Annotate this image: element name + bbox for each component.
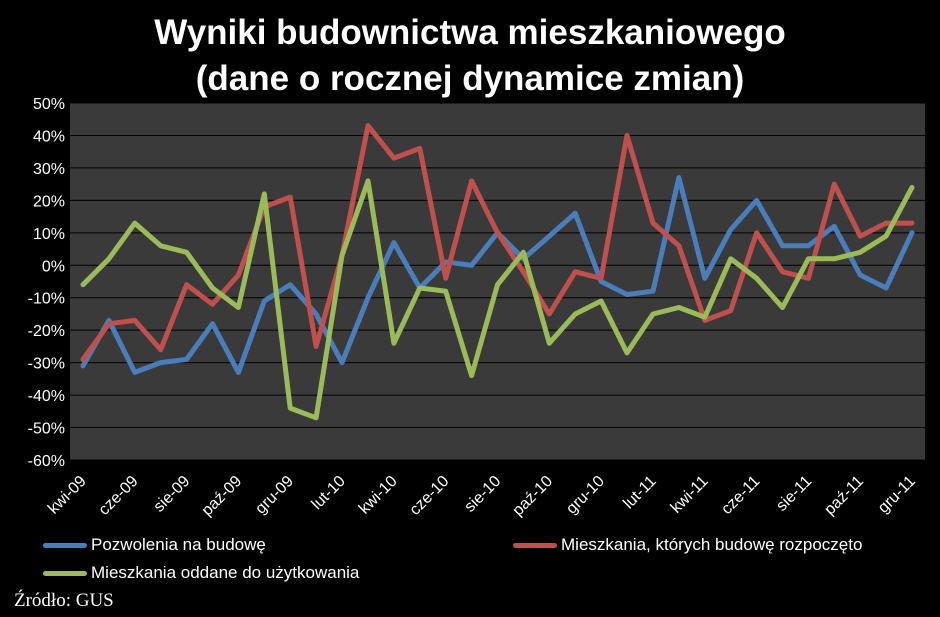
- legend-item-rozpoczete: Mieszkania, których budowę rozpoczęto: [513, 535, 862, 555]
- y-tick-label: 50%: [33, 96, 65, 113]
- x-tick-label: gru-11: [875, 473, 919, 517]
- chart-title-line-2: (dane o rocznej dynamice zmian): [195, 59, 745, 98]
- y-tick-label: -60%: [28, 453, 65, 470]
- y-tick-label: 30%: [33, 161, 65, 178]
- legend-swatch-green: [43, 570, 87, 576]
- x-tick-label: sie-11: [773, 473, 815, 515]
- y-tick-label: -30%: [28, 356, 65, 373]
- legend-swatch-blue: [43, 542, 87, 548]
- source-note: Źródło: GUS: [14, 590, 114, 611]
- legend-swatch-red: [513, 542, 557, 548]
- y-tick-label: 40%: [33, 128, 65, 145]
- x-tick-label: gru-09: [252, 473, 297, 518]
- series-lines: [80, 123, 915, 421]
- y-tick-label: 20%: [33, 193, 65, 210]
- legend-label: Pozwolenia na budowę: [91, 535, 266, 554]
- legend-label: Mieszkania, których budowę rozpoczęto: [561, 535, 863, 554]
- x-tick-label: kwi-10: [356, 473, 401, 518]
- x-tick-label: cze-09: [96, 473, 142, 519]
- series-line-3: [80, 178, 915, 421]
- x-tick-label: kwi-11: [668, 473, 712, 517]
- chart-title: Wyniki budownictwa mieszkaniowego (dane …: [0, 10, 940, 102]
- y-tick-label: 10%: [33, 226, 65, 243]
- y-axis: 50% 40% 30% 20% 10% 0% -10% -20% -30% -40% -50% -60…: [28, 96, 65, 470]
- chart-title-line-1: Wyniki budownictwa mieszkaniowego: [154, 13, 786, 52]
- y-tick-label: -20%: [28, 323, 65, 340]
- y-tick-label: -40%: [28, 388, 65, 405]
- x-tick-label: lut-10: [309, 473, 349, 513]
- x-tick-label: sie-09: [151, 473, 194, 516]
- x-axis: kwi-09 cze-09 sie-09 paź-09 gru-09 lut-10 kwi-…: [45, 473, 919, 520]
- x-tick-label: paź-09: [199, 473, 246, 520]
- x-tick-label: lut-11: [620, 473, 660, 513]
- x-tick-label: kwi-09: [45, 473, 90, 518]
- x-tick-label: gru-10: [563, 473, 608, 518]
- x-tick-label: cze-11: [718, 473, 763, 518]
- legend-label: Mieszkania oddane do użytkowania: [91, 563, 360, 582]
- x-tick-label: paź-10: [510, 473, 557, 520]
- legend-item-pozwolenia: Pozwolenia na budowę: [43, 535, 266, 555]
- y-tick-label: 0%: [42, 258, 65, 275]
- x-tick-label: sie-10: [461, 473, 504, 516]
- x-tick-label: cze-10: [407, 473, 453, 519]
- legend-item-oddane: Mieszkania oddane do użytkowania: [43, 563, 359, 583]
- y-tick-label: -10%: [28, 291, 65, 308]
- y-tick-label: -50%: [28, 421, 65, 438]
- x-tick-label: paź-11: [821, 473, 867, 519]
